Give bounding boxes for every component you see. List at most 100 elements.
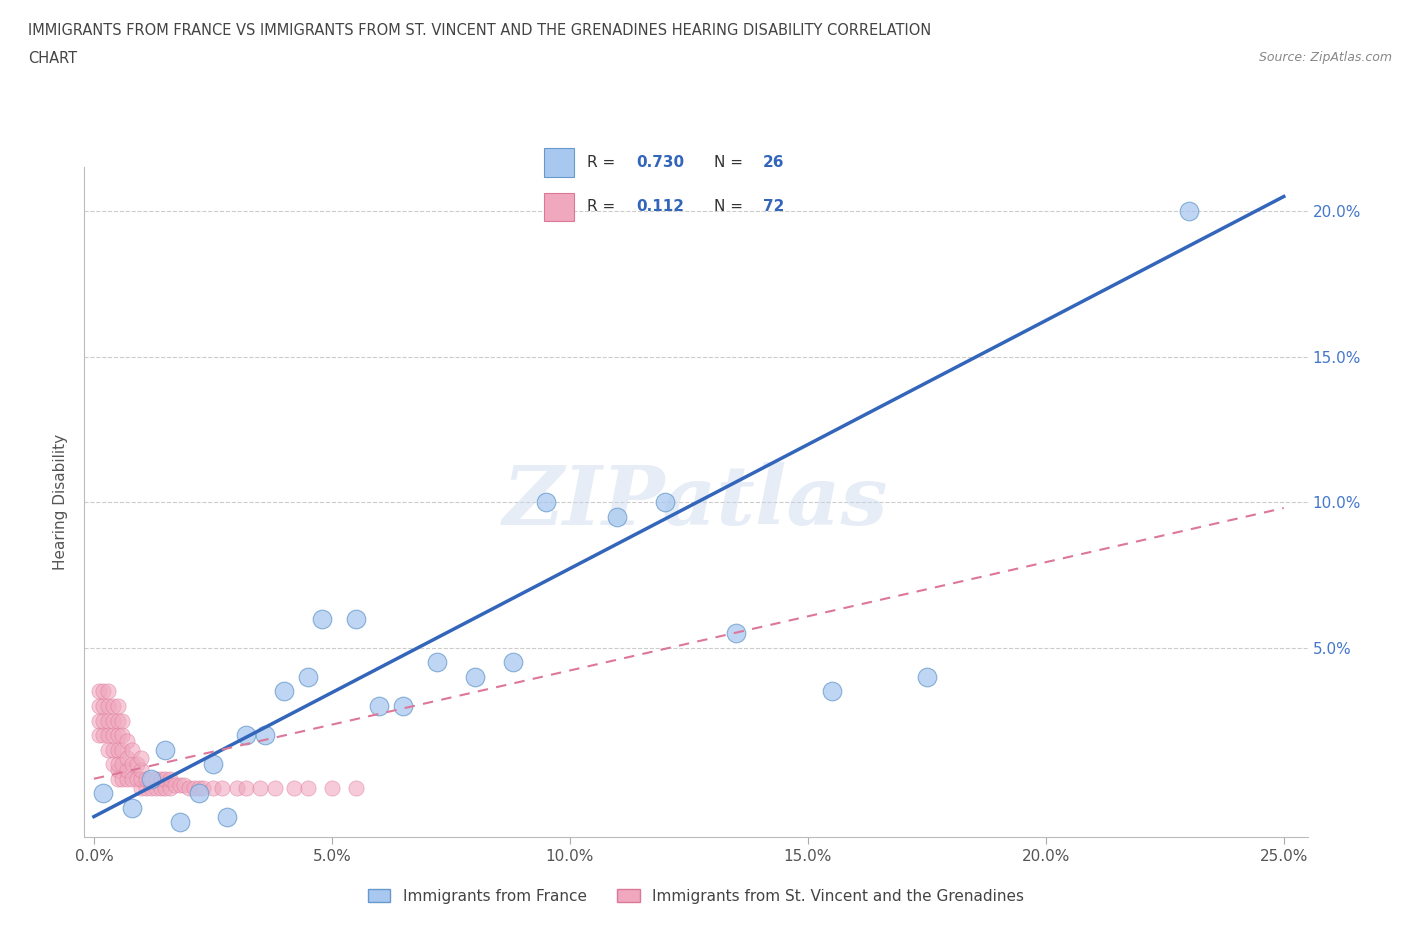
Point [97, 727, 120, 742]
Point [725, 626, 748, 641]
Point [139, 780, 162, 795]
Point [177, 780, 200, 795]
Point [297, 670, 319, 684]
Point [101, 727, 124, 742]
Point [173, 777, 195, 792]
Point [87, 727, 110, 742]
Point [135, 780, 157, 795]
Point [169, 815, 191, 830]
Point [115, 751, 138, 765]
Point [155, 780, 177, 795]
Point [97, 713, 120, 728]
Point [131, 751, 153, 765]
Point [344, 611, 367, 626]
Point [101, 742, 124, 757]
Point [87, 713, 110, 728]
Text: 0.112: 0.112 [637, 199, 685, 214]
Point [169, 777, 191, 792]
Point [321, 780, 343, 795]
Point [107, 757, 129, 772]
Point [107, 698, 129, 713]
Point [368, 698, 391, 713]
Point [115, 734, 138, 749]
Point [217, 809, 239, 824]
Point [249, 780, 271, 795]
Point [159, 771, 181, 786]
Point [93, 786, 115, 801]
Point [183, 780, 205, 795]
Point [101, 757, 124, 772]
Point [263, 780, 285, 795]
Point [311, 611, 333, 626]
Text: CHART: CHART [28, 51, 77, 66]
Text: 0.730: 0.730 [637, 155, 685, 170]
Point [297, 780, 319, 795]
Point [534, 495, 557, 510]
Text: R =: R = [586, 199, 614, 214]
Point [193, 780, 215, 795]
Legend: Immigrants from France, Immigrants from St. Vincent and the Grenadines: Immigrants from France, Immigrants from … [361, 883, 1031, 910]
Point [121, 757, 143, 772]
Point [283, 780, 305, 795]
Point [107, 742, 129, 757]
Point [654, 495, 676, 510]
Point [93, 713, 115, 728]
Y-axis label: Hearing Disability: Hearing Disability [53, 434, 69, 570]
Point [187, 780, 209, 795]
Point [1177, 204, 1199, 219]
Point [97, 698, 120, 713]
FancyBboxPatch shape [544, 149, 575, 177]
Point [131, 780, 153, 795]
Point [111, 727, 134, 742]
Point [159, 780, 181, 795]
Point [93, 698, 115, 713]
Point [187, 786, 209, 801]
Text: IMMIGRANTS FROM FRANCE VS IMMIGRANTS FROM ST. VINCENT AND THE GRENADINES HEARING: IMMIGRANTS FROM FRANCE VS IMMIGRANTS FRO… [28, 23, 931, 38]
Point [392, 698, 415, 713]
Point [111, 757, 134, 772]
Point [101, 698, 124, 713]
Point [235, 780, 257, 795]
Point [121, 771, 143, 786]
Text: N =: N = [714, 155, 742, 170]
Point [87, 684, 110, 698]
Point [426, 655, 449, 670]
Point [111, 742, 134, 757]
Point [820, 684, 842, 698]
Point [915, 670, 938, 684]
Point [155, 771, 177, 786]
Point [107, 763, 129, 777]
Point [139, 771, 162, 786]
Text: N =: N = [714, 199, 742, 214]
Point [235, 727, 257, 742]
Point [149, 771, 172, 786]
Point [107, 713, 129, 728]
Text: R =: R = [586, 155, 614, 170]
FancyBboxPatch shape [544, 193, 575, 220]
Point [97, 742, 120, 757]
Point [125, 757, 148, 772]
Point [131, 763, 153, 777]
Text: 26: 26 [763, 155, 785, 170]
Point [155, 742, 177, 757]
Point [273, 684, 295, 698]
Point [97, 684, 120, 698]
Point [115, 763, 138, 777]
Text: ZIPatlas: ZIPatlas [503, 462, 889, 542]
Point [163, 777, 186, 792]
Text: 72: 72 [763, 199, 785, 214]
Point [93, 727, 115, 742]
Point [107, 727, 129, 742]
Point [344, 780, 367, 795]
Point [225, 780, 247, 795]
Point [211, 780, 233, 795]
Point [107, 771, 129, 786]
Point [149, 780, 172, 795]
Point [502, 655, 524, 670]
Point [93, 684, 115, 698]
Point [145, 780, 167, 795]
Text: Source: ZipAtlas.com: Source: ZipAtlas.com [1258, 51, 1392, 64]
Point [111, 771, 134, 786]
Point [139, 771, 162, 786]
Point [121, 742, 143, 757]
